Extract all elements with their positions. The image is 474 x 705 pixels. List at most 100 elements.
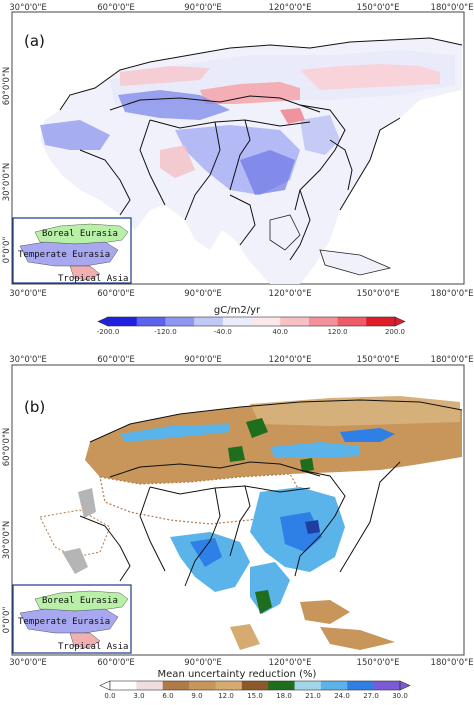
- reduction-area: [190, 538, 222, 567]
- negative-flux-area: [240, 150, 295, 195]
- colorbar-tick-label: 15.0: [247, 692, 263, 700]
- inset-label-boreal: Boreal Eurasia: [42, 596, 118, 606]
- no-data-area: [62, 548, 88, 574]
- reduction-area: [305, 520, 320, 534]
- inset-label-boreal: Boreal Eurasia: [42, 229, 118, 239]
- colorbar-swatch: [373, 681, 401, 690]
- colorbar-arrow-left: [99, 680, 111, 691]
- lon-tick-top: 30°0'0"E: [9, 3, 47, 13]
- lon-tick-top: 180°0'0"E: [431, 355, 474, 365]
- colorbar-tick-label: -200.0: [97, 328, 120, 336]
- lon-tick-top: 150°0'0"E: [357, 355, 400, 365]
- colorbar-arrow-right: [399, 680, 411, 691]
- colorbar-tick-label: -120.0: [154, 328, 177, 336]
- land-area: [269, 214, 301, 251]
- colorbar-swatch: [165, 317, 195, 326]
- colorbar-swatch: [337, 317, 367, 326]
- reduction-area: [250, 396, 460, 426]
- lon-tick-bottom: 150°0'0"E: [357, 658, 400, 668]
- colorbar-tick-label: 6.0: [162, 692, 173, 700]
- lon-tick-top: 150°0'0"E: [357, 3, 400, 13]
- lon-tick-top: 60°0'0"E: [97, 3, 135, 13]
- region-inset-map: Boreal Eurasia Temperate Eurasia Tropica…: [12, 584, 132, 654]
- colorbar-tick-label: 9.0: [191, 692, 202, 700]
- map-b-field: [39, 396, 463, 650]
- reduction-area: [270, 442, 360, 458]
- lon-tick-top: 120°0'0"E: [269, 355, 312, 365]
- tropical-region: [69, 632, 101, 649]
- region-inset-map: Boreal Eurasia Temperate Eurasia Tropica…: [12, 217, 132, 284]
- colorbar-title: gC/m2/yr: [214, 305, 261, 316]
- colorbar-swatch: [215, 681, 243, 690]
- colorbar-tick-label: -40.0: [214, 328, 232, 336]
- negative-flux-area: [300, 115, 340, 155]
- colorbar-swatch: [222, 317, 252, 326]
- colorbar-swatch: [251, 317, 281, 326]
- negative-flux-area: [40, 120, 110, 150]
- colorbar-border: [107, 316, 396, 327]
- lon-tick-bottom: 180°0'0"E: [431, 289, 474, 299]
- colorbar-tick-label: 27.0: [363, 692, 379, 700]
- lon-tick-bottom: 60°0'0"E: [97, 289, 135, 299]
- reduction-area: [246, 418, 268, 438]
- colorbar-swatch: [294, 681, 322, 690]
- no-data-area: [78, 488, 96, 518]
- lon-tick-top: 120°0'0"E: [269, 3, 312, 13]
- reduction-area: [320, 627, 395, 650]
- lat-tick: 0°0'0": [2, 237, 12, 264]
- positive-flux-area: [120, 66, 210, 86]
- reduction-area: [340, 428, 395, 442]
- map-a-field: [40, 37, 463, 284]
- lon-tick-bottom: 120°0'0"E: [269, 289, 312, 299]
- lat-tick: 30°0'0"N: [2, 521, 12, 560]
- colorbar-tick-label: 18.0: [276, 692, 292, 700]
- colorbar-swatch: [194, 317, 224, 326]
- colorbar-tick-label: 3.0: [133, 692, 144, 700]
- reduction-area: [120, 424, 230, 442]
- positive-flux-area: [300, 64, 440, 90]
- lat-tick: 0°0'0": [2, 607, 12, 634]
- lon-tick-bottom: 60°0'0"E: [97, 658, 135, 668]
- colorbar-swatch: [189, 681, 216, 690]
- lat-tick: 60°0'0"N: [2, 67, 12, 106]
- reduction-area: [230, 624, 260, 650]
- colorbar-swatch: [347, 681, 374, 690]
- colorbar-tick-label: 0.0: [104, 692, 115, 700]
- inset-label-temperate: Temperate Eurasia: [18, 250, 110, 260]
- reduction-area: [228, 446, 245, 462]
- colorbar-swatch: [108, 317, 137, 326]
- lat-tick: 30°0'0"N: [2, 163, 12, 202]
- lon-tick-bottom: 120°0'0"E: [269, 658, 312, 668]
- map-b-svg: 30°0'0"E 60°0'0"E 90°0'0"E 120°0'0"E 150…: [2, 355, 474, 700]
- colorbar-tick-label: 30.0: [392, 692, 408, 700]
- low-reduction-area: [39, 509, 111, 558]
- positive-flux-area: [200, 82, 300, 104]
- lon-tick-bottom: 30°0'0"E: [9, 658, 47, 668]
- colorbar-tick-label: 24.0: [334, 692, 350, 700]
- panel-label: (b): [24, 398, 45, 416]
- colorbar-arrow-right: [394, 316, 406, 327]
- inset-label-tropical: Tropical Asia: [58, 642, 128, 652]
- colorbar-tick-label: 120.0: [328, 328, 348, 336]
- lon-tick-top: 90°0'0"E: [184, 3, 222, 13]
- colorbar-swatch: [366, 317, 396, 326]
- negative-flux-area: [118, 90, 230, 120]
- tropical-region: [69, 265, 101, 281]
- colorbar-swatch: [110, 681, 137, 690]
- reduction-area: [255, 590, 272, 614]
- inset-label-tropical: Tropical Asia: [58, 274, 128, 284]
- boreal-band: [110, 50, 455, 105]
- temperate-region: [19, 241, 119, 267]
- lon-tick-top: 30°0'0"E: [9, 355, 47, 365]
- lon-tick-bottom: 90°0'0"E: [184, 658, 222, 668]
- reduction-area: [300, 458, 314, 472]
- reduction-area: [300, 600, 350, 624]
- country-borders: [79, 399, 463, 587]
- inset-label-temperate: Temperate Eurasia: [18, 617, 110, 627]
- colorbar-swatch: [308, 317, 338, 326]
- colorbar-border: [109, 680, 401, 691]
- colorbar-swatch: [241, 681, 269, 690]
- lon-tick-top: 90°0'0"E: [184, 355, 222, 365]
- map-panel-a: 30°0'0"E 60°0'0"E 90°0'0"E 120°0'0"E 150…: [0, 0, 474, 345]
- map-a-svg: 30°0'0"E 60°0'0"E 90°0'0"E 120°0'0"E 150…: [2, 3, 474, 336]
